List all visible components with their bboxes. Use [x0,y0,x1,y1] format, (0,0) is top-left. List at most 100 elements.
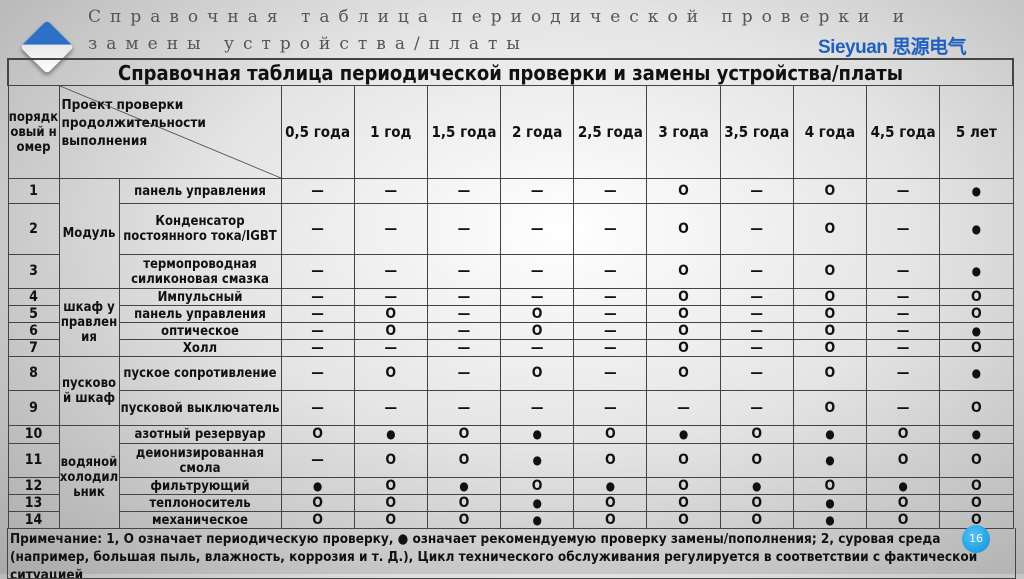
replacement-mark: ● [939,425,1014,444]
item-name: фильтрующий [118,477,282,495]
dash-mark: — [573,288,648,306]
periodic-check-mark: O [353,443,428,478]
periodic-check-mark: O [280,511,355,529]
dash-mark: — [500,203,575,255]
row-number: 9 [7,390,60,426]
dash-mark: — [573,339,648,357]
item-name: панель управления [118,305,282,323]
replacement-mark: ● [792,425,868,444]
periodic-check-mark: O [646,203,721,255]
periodic-check-mark: O [500,356,575,391]
brand-logo: Sieyuan 思源电气 [818,37,967,58]
table-row: 4 шкаф управления Импульсный — — — — — O — O — O [7,288,1014,357]
periodic-check-mark: O [426,511,502,529]
item-name: пусковой выключатель [118,390,282,426]
dash-mark: — [353,254,428,289]
dash-mark: — [500,178,575,204]
periodic-check-mark: O [353,356,428,391]
periodic-check-mark: O [426,494,502,512]
replacement-mark: ● [939,178,1014,204]
dash-mark: — [426,305,502,323]
dash-mark: — [353,288,428,306]
column-header: 3 года [646,85,721,179]
dash-mark: — [865,178,941,204]
dash-mark: — [426,356,502,391]
row-number: 10 [7,425,60,444]
dash-mark: — [865,339,941,357]
dash-mark: — [280,356,355,391]
item-name: оптическое [118,322,282,340]
periodic-check-mark: O [719,443,794,478]
periodic-check-mark: O [939,494,1014,512]
periodic-check-mark: O [426,443,502,478]
periodic-check-mark: O [280,425,355,444]
periodic-check-mark: O [792,356,868,391]
periodic-check-mark: O [573,443,648,478]
inspection-table: Справочная таблица периодической проверк… [7,58,1014,529]
periodic-check-mark: O [939,305,1014,323]
row-number: 13 [7,494,60,512]
row-number: 14 [7,511,60,529]
page-number-badge: 16 [962,525,990,553]
dash-mark: — [573,322,648,340]
dash-mark: — [865,356,941,391]
dash-mark: — [573,203,648,255]
item-name: термопроводная силиконовая смазка [118,254,282,289]
dash-mark: — [500,288,575,306]
dash-mark: — [280,203,355,255]
periodic-check-mark: O [792,390,868,426]
dash-mark: — [719,356,794,391]
row-number: 8 [7,356,60,391]
dash-mark: — [280,322,355,340]
periodic-check-mark: O [865,425,941,444]
periodic-check-mark: O [646,511,721,529]
replacement-mark: ● [792,494,868,512]
dash-mark: — [426,339,502,357]
periodic-check-mark: O [646,494,721,512]
row-number: 7 [7,339,60,357]
project-header: Проект проверки продолжительности выполн… [58,85,282,179]
table-row: 13 теплоноситель O O O ● O O O ● O O [7,494,1014,512]
dash-mark: — [353,339,428,357]
periodic-check-mark: O [792,339,868,357]
group-name: пусковой шкаф [58,356,120,426]
column-header: 5 лет [939,85,1014,179]
replacement-mark: ● [719,477,794,495]
periodic-check-mark: O [792,322,868,340]
dash-mark: — [500,254,575,289]
periodic-check-mark: O [500,477,575,495]
periodic-check-mark: O [646,322,721,340]
table-row: 2 Конденсатор постоянного тока/IGBT — — — — — O… [7,203,1014,255]
column-header: 2,5 года [573,85,648,179]
replacement-mark: ● [353,425,428,444]
column-header: 4,5 года [865,85,941,179]
dash-mark: — [573,305,648,323]
periodic-check-mark: O [646,356,721,391]
item-name: азотный резервуар [118,425,282,444]
group-name: Модуль [58,178,120,289]
table-row: 14 механическое O O O ● O O O ● O O [7,511,1014,529]
dash-mark: — [573,178,648,204]
replacement-mark: ● [939,356,1014,391]
periodic-check-mark: O [792,178,868,204]
dash-mark: — [500,390,575,426]
periodic-check-mark: O [353,511,428,529]
periodic-check-mark: O [792,288,868,306]
periodic-check-mark: O [865,494,941,512]
periodic-check-mark: O [353,477,428,495]
row-number: 1 [7,178,60,204]
periodic-check-mark: O [939,390,1014,426]
item-name: механическое [118,511,282,529]
periodic-check-mark: O [646,288,721,306]
replacement-mark: ● [939,254,1014,289]
row-number: 5 [7,305,60,323]
dash-mark: — [646,390,721,426]
periodic-check-mark: O [646,305,721,323]
column-header: 3,5 года [719,85,794,179]
replacement-mark: ● [280,477,355,495]
dash-mark: — [280,443,355,478]
table-row: 11 деионизированная смола — O O ● O O O ● O O [7,443,1014,478]
row-number: 6 [7,322,60,340]
periodic-check-mark: O [719,511,794,529]
periodic-check-mark: O [573,425,648,444]
